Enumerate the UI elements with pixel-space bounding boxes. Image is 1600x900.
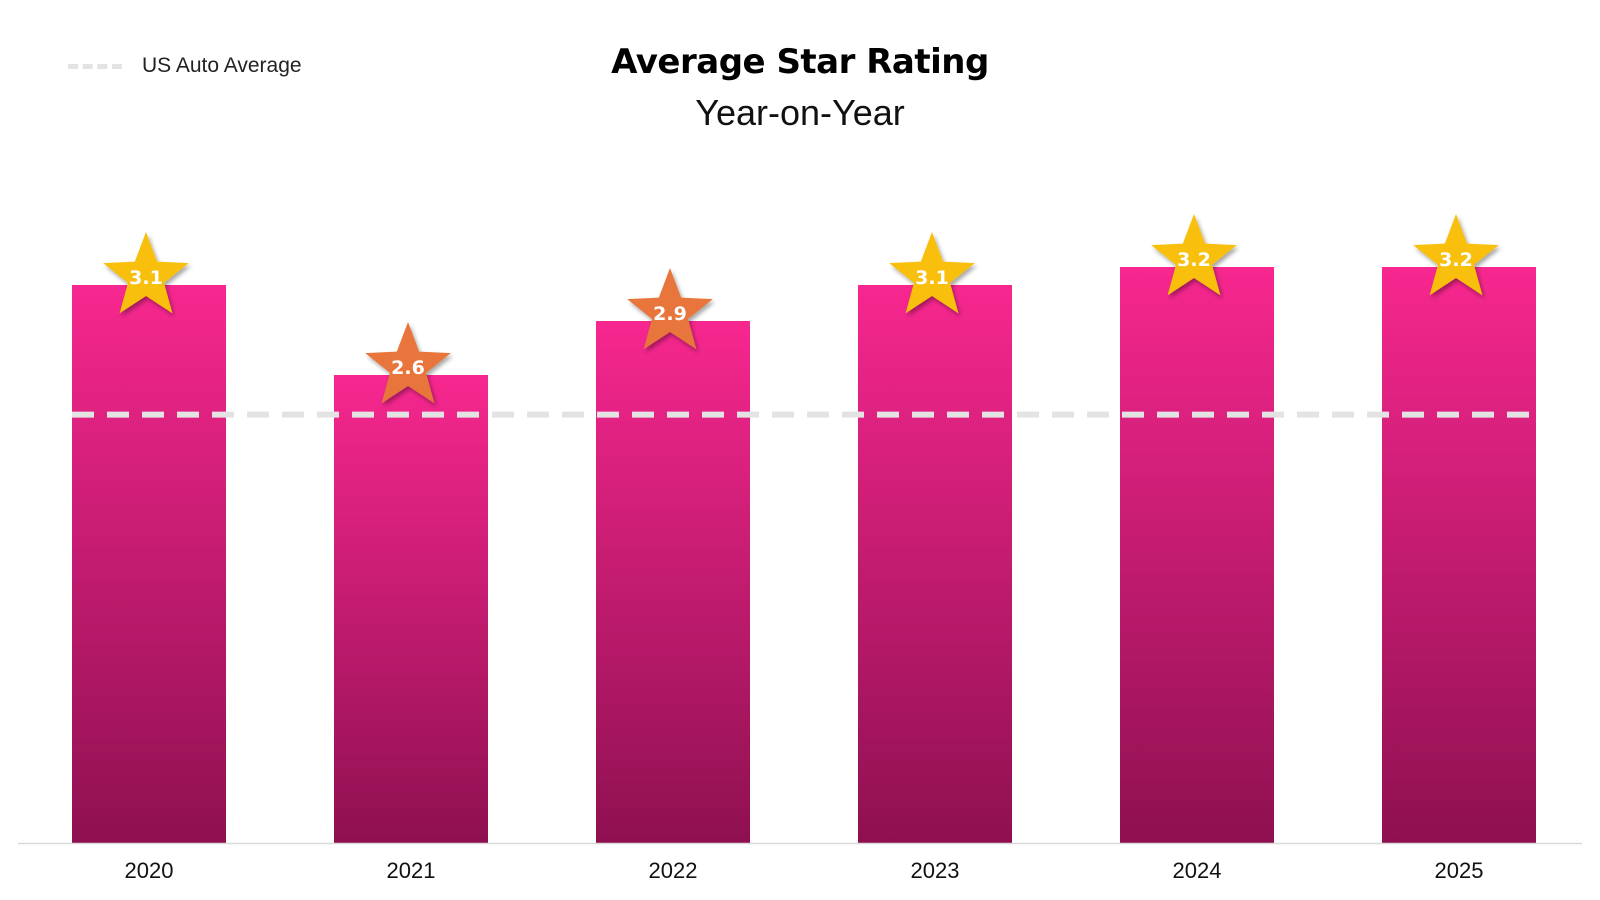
- legend-swatch-dashed-line: [68, 63, 122, 69]
- data-label-2024: 3.2: [1177, 249, 1211, 271]
- bar-2021: [334, 375, 488, 843]
- star-marker-2023: [889, 232, 975, 314]
- star-marker-2025: [1413, 214, 1499, 296]
- x-tick-label-2020: 2020: [125, 858, 174, 883]
- legend-label: US Auto Average: [142, 54, 302, 77]
- data-label-2021: 2.6: [391, 357, 425, 379]
- star-marker-2024: [1151, 214, 1237, 296]
- chart-subtitle: Year-on-Year: [695, 92, 905, 133]
- bar-2025: [1382, 267, 1536, 843]
- data-label-2023: 3.1: [915, 267, 949, 289]
- bar-2024: [1120, 267, 1274, 843]
- star-marker-2021: [365, 322, 451, 404]
- data-label-2022: 2.9: [653, 303, 687, 325]
- x-tick-label-2021: 2021: [387, 858, 436, 883]
- bar-2022: [596, 321, 750, 843]
- star-marker-2020: [103, 232, 189, 314]
- chart-title: Average Star Rating: [611, 42, 989, 82]
- legend: US Auto Average: [68, 54, 302, 78]
- x-tick-label-2024: 2024: [1173, 858, 1222, 883]
- x-tick-label-2022: 2022: [649, 858, 698, 883]
- bar-2020: [72, 285, 226, 843]
- data-label-2025: 3.2: [1439, 249, 1473, 271]
- x-tick-label-2025: 2025: [1435, 858, 1484, 883]
- data-label-2020: 3.1: [129, 267, 163, 289]
- star-marker-2022: [627, 268, 713, 350]
- x-tick-label-2023: 2023: [911, 858, 960, 883]
- bar-2023: [858, 285, 1012, 843]
